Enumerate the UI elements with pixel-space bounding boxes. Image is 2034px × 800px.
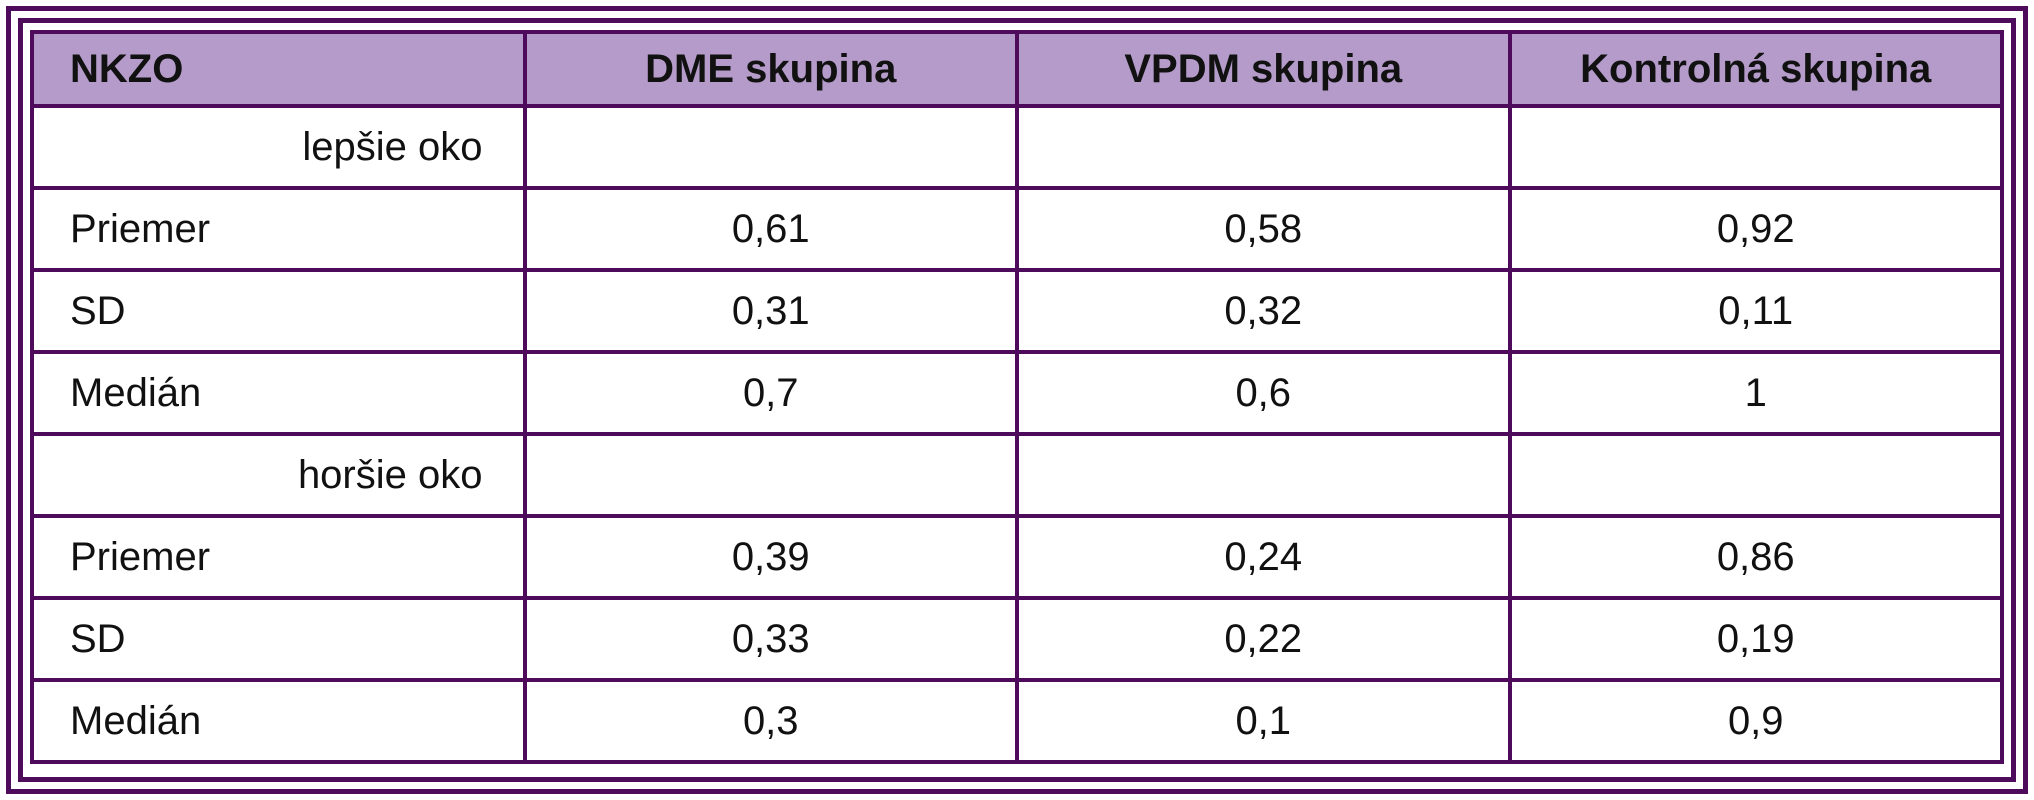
cell: 0,24 [1015,514,1512,600]
row-label: Priemer [30,186,527,272]
cell: 0,6 [1015,350,1512,436]
row-label: SD [30,596,527,682]
header-cell: NKZO [30,30,527,108]
table-header: NKZO DME skupina VPDM skupina Kontrolná sku… [30,30,2004,108]
section-row: horšie oko [30,432,2004,518]
section-row: lepšie oko [30,104,2004,190]
cell: 0,9 [1507,678,2004,764]
cell: 0,11 [1507,268,2004,354]
cell: 0,39 [522,514,1019,600]
data-row: SD 0,31 0,32 0,11 [30,268,2004,354]
data-row: Priemer 0,39 0,24 0,86 [30,514,2004,600]
cell: 0,19 [1507,596,2004,682]
empty-cell [522,432,1019,518]
cell: 0,1 [1015,678,1512,764]
cell: 1 [1507,350,2004,436]
empty-cell [1507,104,2004,190]
cell: 0,31 [522,268,1019,354]
data-row: Medián 0,3 0,1 0,9 [30,678,2004,764]
row-label: Medián [30,350,527,436]
cell: 0,22 [1015,596,1512,682]
header-cell: DME skupina [522,30,1019,108]
header-cell: Kontrolná skupina [1507,30,2004,108]
row-label: horšie oko [30,432,527,518]
row-label: SD [30,268,527,354]
cell: 0,3 [522,678,1019,764]
data-row: Medián 0,7 0,6 1 [30,350,2004,436]
header-row: NKZO DME skupina VPDM skupina Kontrolná sku… [30,30,2004,108]
cell: 0,33 [522,596,1019,682]
table-body: lepšie oko Priemer 0,61 0,58 0,92 SD 0,31 0,32 0… [30,104,2004,764]
row-label: lepšie oko [30,104,527,190]
inner-frame [18,18,2016,782]
data-row: Priemer 0,61 0,58 0,92 [30,186,2004,272]
empty-cell [522,104,1019,190]
header-cell: VPDM skupina [1015,30,1512,108]
cell: 0,61 [522,186,1019,272]
cell: 0,7 [522,350,1019,436]
cell: 0,58 [1015,186,1512,272]
outer-frame [6,6,2028,794]
cell: 0,86 [1507,514,2004,600]
row-label: Medián [30,678,527,764]
row-label: Priemer [30,514,527,600]
cell: 0,92 [1507,186,2004,272]
empty-cell [1507,432,2004,518]
data-table: NKZO DME skupina VPDM skupina Kontrolná sku… [30,30,2004,764]
empty-cell [1015,432,1512,518]
cell: 0,32 [1015,268,1512,354]
empty-cell [1015,104,1512,190]
data-row: SD 0,33 0,22 0,19 [30,596,2004,682]
